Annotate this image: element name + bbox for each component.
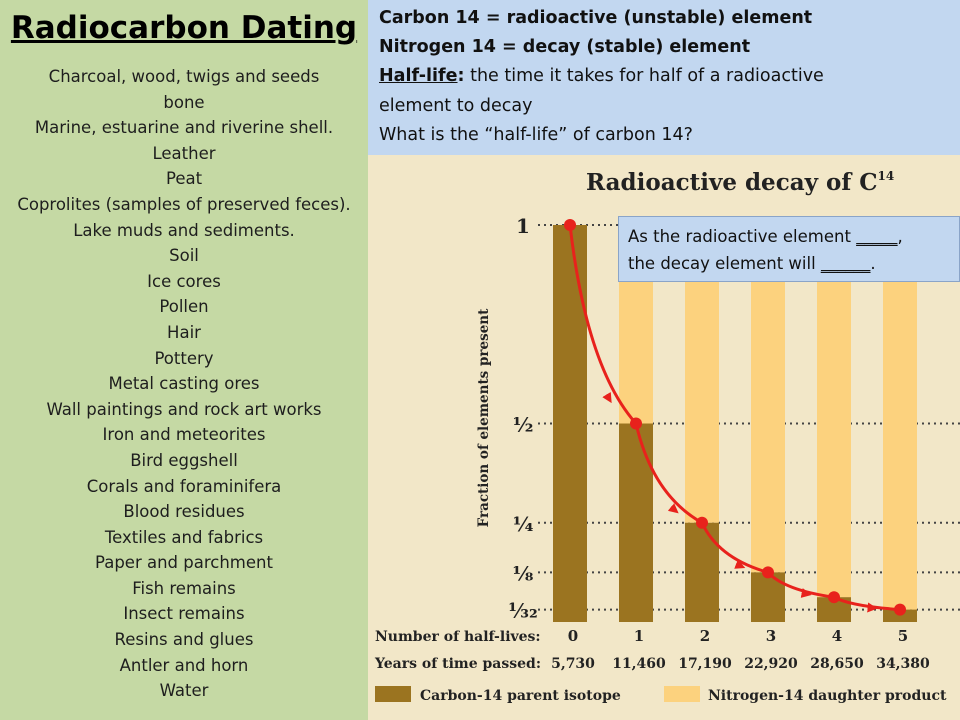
material-item: Paper and parchment xyxy=(95,553,273,573)
decay-arrow xyxy=(867,602,878,613)
question-line-2: the decay element will ______. xyxy=(628,254,876,273)
years-value: 17,190 xyxy=(678,656,732,672)
half-life-definition: the time it takes for half of a radioact… xyxy=(464,66,824,86)
half-life-count: 2 xyxy=(700,627,710,645)
y-ticks: 1 ½ ¼ ⅛ ¹⁄₃₂ xyxy=(508,214,538,623)
material-list: Charcoal, wood, twigs and seeds bone Marin… xyxy=(0,64,368,704)
decay-point xyxy=(828,591,840,604)
y-tick-label: 1 xyxy=(516,214,530,238)
question-line-1: As the radioactive element _____, xyxy=(628,227,903,246)
answer-blank-1: _____ xyxy=(856,227,898,246)
chart-title: Radioactive decay of C14 xyxy=(586,169,894,196)
left-panel: Radiocarbon Dating Charcoal, wood, twigs… xyxy=(0,0,368,720)
info-line-half-life: Half-life: the time it takes for half of… xyxy=(379,66,824,86)
question-box: As the radioactive element _____, the de… xyxy=(618,216,960,282)
material-item: Peat xyxy=(165,169,203,189)
half-lives-row-label: Number of half-lives: xyxy=(375,629,541,645)
bar-carbon-14 xyxy=(685,522,719,622)
bar-carbon-14 xyxy=(751,572,785,622)
decay-point xyxy=(762,566,774,579)
material-item: Bird eggshell xyxy=(130,450,238,470)
y-tick-label: ¼ xyxy=(513,512,534,536)
decay-arrow xyxy=(800,588,812,598)
decay-point xyxy=(630,417,642,430)
material-item: Leather xyxy=(152,143,216,163)
legend-swatch-carbon-14 xyxy=(375,686,411,702)
decay-arrow xyxy=(734,559,746,569)
answer-blank-2: ______ xyxy=(820,254,871,273)
half-life-colon: : xyxy=(457,66,465,86)
decay-point xyxy=(696,516,708,529)
material-item: Water xyxy=(159,681,209,701)
half-life-count: 3 xyxy=(766,627,776,645)
legend-label-carbon-14: Carbon-14 parent isotope xyxy=(420,688,621,704)
chart-title-superscript: 14 xyxy=(878,169,895,183)
material-item: Pottery xyxy=(154,348,214,368)
legend-label-nitrogen-14: Nitrogen-14 daughter product xyxy=(708,688,947,704)
info-box: Carbon 14 = radioactive (unstable) eleme… xyxy=(368,0,960,155)
bar-nitrogen-14 xyxy=(751,225,785,573)
years-value: 5,730 xyxy=(551,656,595,672)
y-tick-label: ¹⁄₃₂ xyxy=(508,599,538,623)
half-life-term: Half-life xyxy=(379,66,458,86)
material-item: Pollen xyxy=(159,297,209,317)
bar-nitrogen-14 xyxy=(817,225,851,598)
info-line-carbon: Carbon 14 = radioactive (unstable) eleme… xyxy=(379,8,813,28)
question-1-text: As the radioactive element xyxy=(628,227,857,246)
years-value: 28,650 xyxy=(810,656,864,672)
bar-nitrogen-14 xyxy=(883,225,917,610)
material-item: Metal casting ores xyxy=(108,374,260,394)
question-1-end: , xyxy=(897,227,903,246)
material-item: Resins and glues xyxy=(114,630,254,650)
material-item: Wall paintings and rock art works xyxy=(46,399,322,419)
decay-curve xyxy=(564,219,906,616)
half-life-count: 0 xyxy=(568,627,578,645)
years-value: 22,920 xyxy=(744,656,798,672)
y-tick-label: ½ xyxy=(513,413,534,437)
info-line-decay: element to decay xyxy=(379,96,533,116)
half-life-count: 4 xyxy=(832,627,842,645)
bar-carbon-14 xyxy=(553,225,587,622)
years-value: 34,380 xyxy=(876,656,930,672)
info-line-question: What is the “half-life” of carbon 14? xyxy=(379,125,693,145)
bar-carbon-14 xyxy=(619,423,653,622)
y-axis-label: Fraction of elements present xyxy=(476,308,492,527)
material-item: Marine, estuarine and riverine shell. xyxy=(34,118,334,138)
chart-title-text: Radioactive decay of C xyxy=(586,169,878,196)
info-line-nitrogen: Nitrogen 14 = decay (stable) element xyxy=(379,37,751,57)
material-item: bone xyxy=(163,92,205,112)
legend: Carbon-14 parent isotope Nitrogen-14 daug… xyxy=(375,686,947,704)
bar-carbon-14 xyxy=(883,609,917,622)
legend-swatch-nitrogen-14 xyxy=(664,686,700,702)
material-item: Coprolites (samples of preserved feces). xyxy=(17,194,351,214)
material-item: Lake muds and sediments. xyxy=(73,220,295,240)
years-value: 11,460 xyxy=(612,656,666,672)
material-item: Insect remains xyxy=(123,604,245,624)
material-item: Antler and horn xyxy=(119,655,249,675)
decay-point xyxy=(894,603,906,616)
years-row-label: Years of time passed: xyxy=(374,656,541,672)
decay-arrow xyxy=(602,391,612,404)
decay-arrow xyxy=(667,503,679,514)
material-item: Iron and meteorites xyxy=(102,425,266,445)
half-life-count: 1 xyxy=(634,627,644,645)
decay-point xyxy=(564,219,576,231)
material-item: Charcoal, wood, twigs and seeds xyxy=(48,67,320,86)
half-life-count: 5 xyxy=(898,627,908,645)
material-item: Hair xyxy=(167,322,201,342)
x-labels: Number of half-lives: Years of time pass… xyxy=(374,627,930,672)
question-2-text: the decay element will xyxy=(628,254,821,273)
page-title: Radiocarbon Dating xyxy=(10,10,358,46)
material-item: Blood residues xyxy=(123,502,245,522)
material-item: Corals and foraminifera xyxy=(86,476,282,496)
material-item: Textiles and fabrics xyxy=(104,527,264,547)
y-tick-label: ⅛ xyxy=(513,561,534,585)
material-item: Soil xyxy=(169,246,199,266)
question-2-end: . xyxy=(870,254,876,273)
material-item: Ice cores xyxy=(147,271,221,291)
material-item: Fish remains xyxy=(132,578,236,598)
